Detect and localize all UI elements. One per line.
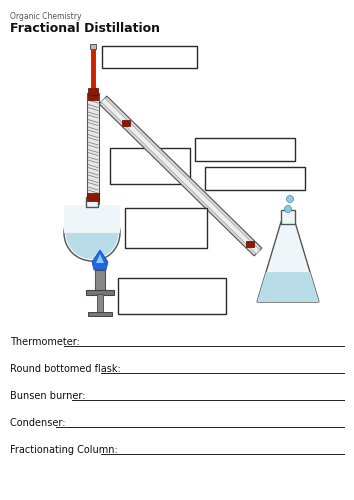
- Bar: [91, 44, 95, 92]
- Circle shape: [286, 196, 293, 202]
- Circle shape: [66, 207, 118, 259]
- Polygon shape: [257, 272, 319, 302]
- Bar: [86, 290, 114, 295]
- Polygon shape: [96, 254, 104, 263]
- Text: Organic Chemistry: Organic Chemistry: [10, 12, 81, 21]
- Bar: [90, 44, 96, 49]
- Bar: [281, 210, 295, 224]
- Bar: [86, 197, 98, 207]
- Bar: [118, 278, 226, 314]
- Bar: [87, 93, 99, 205]
- Polygon shape: [101, 98, 260, 254]
- Circle shape: [285, 206, 291, 212]
- Circle shape: [64, 205, 120, 261]
- Bar: [125, 208, 207, 248]
- Bar: [246, 242, 254, 248]
- Bar: [64, 205, 120, 233]
- Bar: [88, 312, 112, 316]
- Bar: [95, 270, 105, 290]
- Text: Round bottomed flask:: Round bottomed flask:: [10, 364, 124, 374]
- Text: Condenser:: Condenser:: [10, 418, 69, 428]
- Bar: [205, 167, 305, 190]
- Bar: [88, 88, 98, 95]
- Bar: [110, 148, 190, 184]
- Bar: [88, 95, 98, 100]
- Text: Fractional Distillation: Fractional Distillation: [10, 22, 160, 35]
- Polygon shape: [99, 96, 262, 256]
- Bar: [195, 138, 295, 161]
- Polygon shape: [92, 250, 108, 270]
- Polygon shape: [257, 222, 319, 302]
- Bar: [122, 120, 130, 126]
- Bar: [102, 46, 197, 68]
- Bar: [87, 193, 99, 201]
- Text: Thermometer:: Thermometer:: [10, 337, 83, 347]
- Bar: [97, 294, 103, 314]
- Bar: [91, 50, 95, 88]
- Text: Bunsen burner:: Bunsen burner:: [10, 391, 89, 401]
- Text: Fractionating Column:: Fractionating Column:: [10, 445, 121, 455]
